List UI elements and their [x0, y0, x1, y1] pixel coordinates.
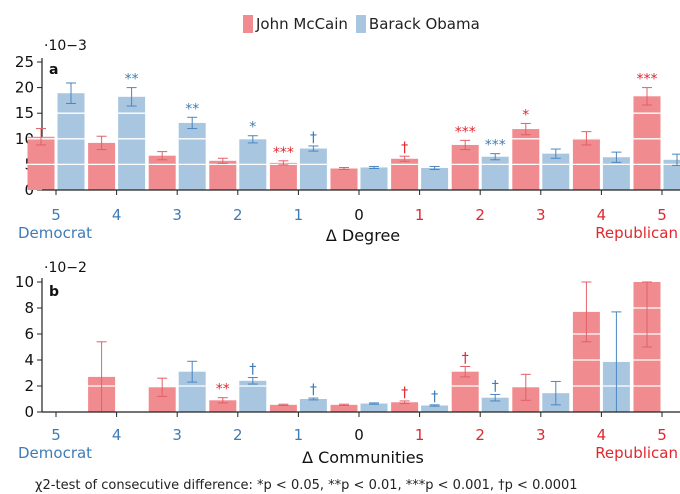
bar-obama-6: [421, 405, 449, 412]
legend-item-obama: Barack Obama: [355, 15, 480, 33]
x-tick-label-5: 0: [354, 426, 364, 444]
bar-obama-10: [663, 159, 680, 190]
significance-mark-mccain-6: †: [401, 140, 408, 156]
x-tick-label-8: 3: [536, 206, 546, 224]
chart-panel-a: 0510152025·10−3a5**4**3*2***†10†1******2…: [15, 38, 680, 245]
x-axis-label: Δ Communities: [302, 448, 424, 467]
bar-mccain-3: [209, 400, 237, 412]
bar-mccain-4: [269, 162, 297, 190]
significance-mark-mccain-8: *: [522, 107, 529, 123]
y-tick-label: 2: [24, 377, 34, 395]
x-tick-label-7: 2: [475, 206, 485, 224]
bar-mccain-5: [330, 168, 358, 190]
legend-swatch-obama: [355, 15, 366, 33]
significance-mark-mccain-3: **: [216, 382, 230, 398]
x-tick-label-2: 3: [172, 426, 182, 444]
x-tick-label-3: 2: [233, 206, 243, 224]
y-tick-label: 20: [15, 79, 34, 97]
significance-mark-obama-7: ***: [485, 138, 506, 154]
y-tick-label: 0: [24, 403, 34, 421]
significance-mark-mccain-7: †: [462, 351, 469, 367]
x-tick-label-1: 4: [112, 426, 122, 444]
x-tick-label-10: 5: [657, 206, 667, 224]
bar-mccain-5: [330, 404, 358, 412]
y-tick-label: 4: [24, 351, 34, 369]
x-tick-label-7: 2: [475, 426, 485, 444]
x-tick-label-9: 4: [597, 426, 607, 444]
bar-obama-7: [481, 156, 509, 190]
x-tick-label-6: 1: [415, 206, 425, 224]
bar-mccain-10: [633, 96, 661, 190]
y-tick-label: 25: [15, 53, 34, 71]
significance-mark-mccain-4: ***: [273, 145, 294, 161]
y-tick-label: 8: [24, 299, 34, 317]
x-tick-label-3: 2: [233, 426, 243, 444]
bar-mccain-1: [88, 142, 116, 190]
bar-obama-1: [118, 96, 146, 190]
bar-mccain-6: [391, 402, 419, 412]
bar-mccain-7: [451, 371, 479, 412]
bar-obama-5: [360, 167, 388, 190]
significance-mark-obama-4: †: [310, 130, 317, 146]
y-scale-label: ·10−2: [44, 260, 87, 276]
x-tick-label-6: 1: [415, 426, 425, 444]
y-tick-label: 10: [15, 273, 34, 291]
panel-label: a: [49, 62, 58, 78]
legend: John McCain Barack Obama: [243, 11, 488, 37]
y-scale-label: ·10−3: [44, 38, 87, 54]
legend-swatch-mccain: [243, 15, 253, 33]
x-tick-label-5: 0: [354, 206, 364, 224]
panel-label: b: [49, 284, 59, 300]
x-axis-label: Δ Degree: [326, 226, 400, 245]
x-tick-label-4: 1: [294, 206, 304, 224]
significance-mark-obama-2: **: [185, 101, 199, 117]
legend-label-obama: Barack Obama: [368, 15, 480, 33]
bar-mccain-3: [209, 160, 237, 190]
significance-mark-obama-1: **: [125, 72, 139, 88]
bar-obama-4: [299, 399, 327, 412]
y-tick-label: 15: [15, 104, 34, 122]
x-tick-label-4: 1: [294, 426, 304, 444]
footnote: χ2-test of consecutive difference: *p < …: [35, 478, 578, 493]
right-caption: Republican: [595, 444, 678, 462]
significance-mark-obama-4: †: [310, 382, 317, 398]
bar-mccain-2: [148, 155, 176, 190]
x-tick-label-8: 3: [536, 426, 546, 444]
x-tick-label-0: 5: [51, 206, 61, 224]
bar-obama-4: [299, 148, 327, 190]
left-caption: Democrat: [18, 444, 92, 462]
bar-mccain-4: [269, 404, 297, 412]
x-tick-label-1: 4: [112, 206, 122, 224]
significance-mark-obama-7: †: [492, 378, 499, 394]
bar-mccain-0: [27, 136, 55, 190]
bar-mccain-6: [391, 158, 419, 190]
significance-mark-mccain-10: ***: [637, 72, 658, 88]
bar-mccain-7: [451, 144, 479, 190]
x-tick-label-9: 4: [597, 206, 607, 224]
bar-obama-2: [178, 122, 206, 190]
right-caption: Republican: [595, 224, 678, 242]
significance-mark-obama-3: *: [249, 120, 256, 136]
x-tick-label-0: 5: [51, 426, 61, 444]
y-tick-label: 6: [24, 325, 34, 343]
bar-obama-6: [421, 167, 449, 190]
bar-obama-5: [360, 403, 388, 412]
significance-mark-obama-6: †: [431, 389, 438, 405]
legend-item-mccain: John McCain: [243, 15, 348, 33]
x-tick-label-2: 3: [172, 206, 182, 224]
left-caption: Democrat: [18, 224, 92, 242]
bar-obama-8: [542, 153, 570, 190]
bar-obama-0: [57, 93, 85, 190]
significance-mark-mccain-6: †: [401, 385, 408, 401]
significance-mark-obama-3: †: [249, 362, 256, 378]
legend-label-mccain: John McCain: [256, 15, 348, 33]
x-tick-label-10: 5: [657, 426, 667, 444]
significance-mark-mccain-7: ***: [455, 124, 476, 140]
bar-obama-7: [481, 397, 509, 412]
